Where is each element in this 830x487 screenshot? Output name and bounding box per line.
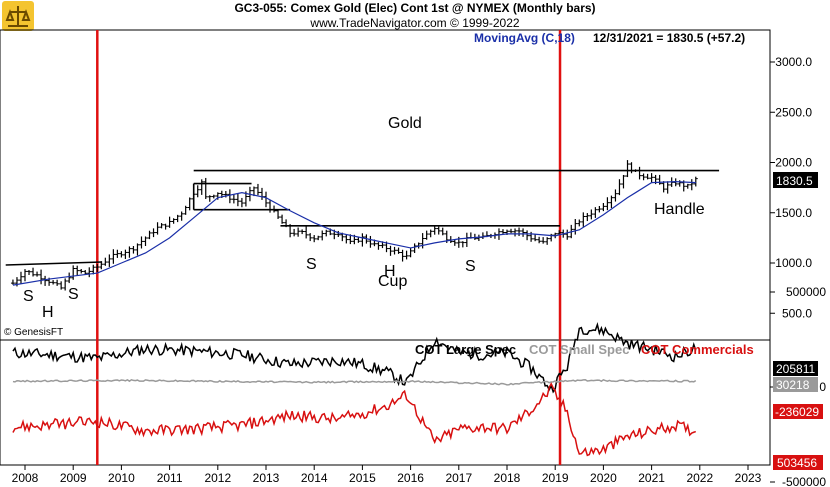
x-tick-label: 2018 [494, 471, 521, 485]
price-panel-frame [0, 29, 771, 341]
neckline [5, 261, 103, 266]
x-tick-label: 2011 [157, 471, 183, 485]
left-h-annotation: H [42, 304, 54, 321]
cot-panel-frame [0, 339, 771, 466]
genesis-logo-icon [2, 1, 34, 31]
small-spec-box [773, 377, 818, 392]
x-tick-label: 2013 [253, 471, 280, 485]
x-tick-label: 2022 [686, 471, 713, 485]
copyright-label: © GenesisFT [4, 327, 63, 338]
x-tick-label: 2020 [590, 471, 617, 485]
x-tick-label: 2010 [108, 471, 135, 485]
x-tick-label: 2008 [12, 471, 39, 485]
chart-title: GC3-055: Comex Gold (Elec) Cont 1st @ NY… [234, 1, 595, 15]
price-y-tick-label: 2000.0 [775, 156, 812, 170]
price-y-tick-label: 3000.0 [775, 55, 812, 69]
small-spec-value: 30218 [776, 378, 810, 392]
x-tick-label: 2023 [735, 471, 762, 485]
chart-subtitle: www.TradeNavigator.com © 1999-2022 [309, 16, 519, 30]
bottom-value-box [773, 455, 823, 470]
x-tick-label: 2015 [349, 471, 376, 485]
x-tick-label: 2014 [301, 471, 328, 485]
price-y-tick-label: 1000.0 [775, 256, 812, 270]
commercials-box [773, 404, 823, 419]
legend-small-spec: COT Small Spec [529, 342, 629, 357]
commercials-value: -236029 [775, 405, 819, 419]
cot-y-tick-label: 500000 [786, 285, 826, 299]
x-tick-label: 2021 [638, 471, 665, 485]
legend-large-spec: COT Large Spec [415, 342, 516, 357]
cup-annotation: Cup [378, 273, 407, 290]
last-price-box [773, 172, 818, 188]
left-s-annotation-2: S [68, 286, 79, 303]
cup-h-annotation: H [384, 263, 396, 280]
moving-avg-line [12, 180, 696, 286]
moving-avg-label: MovingAvg (C,18) [474, 31, 575, 45]
cup-s-annotation-2: S [465, 258, 476, 275]
cot-series-line [12, 378, 697, 386]
x-tick-label: 2019 [542, 471, 569, 485]
cot-y-tick-label: -500000 [782, 475, 826, 487]
legend-commercials: COT Commercials [641, 342, 754, 357]
x-tick-label: 2012 [204, 471, 231, 485]
bottom-value: 503456 [777, 456, 817, 470]
x-tick-label: 2009 [60, 471, 87, 485]
cot-y-tick-label: 0 [819, 380, 826, 394]
price-y-tick-label: 2500.0 [775, 105, 812, 119]
last-value-label: 12/31/2021 = 1830.5 (+57.2) [593, 31, 745, 45]
x-tick-label: 2016 [397, 471, 424, 485]
handle-annotation: Handle [654, 201, 705, 218]
price-y-tick-label: 500.0 [782, 306, 812, 320]
cot-series-line [12, 382, 697, 457]
cup-s-annotation-1: S [306, 256, 317, 273]
cot-series-line [12, 322, 697, 394]
price-y-tick-label: 1500.0 [775, 206, 812, 220]
last-price-value: 1830.5 [776, 174, 813, 188]
large-spec-value: 205811 [776, 362, 815, 376]
large-spec-box [773, 361, 818, 376]
gold-annotation: Gold [388, 115, 422, 132]
x-tick-label: 2017 [445, 471, 472, 485]
left-s-annotation-1: S [23, 288, 34, 305]
